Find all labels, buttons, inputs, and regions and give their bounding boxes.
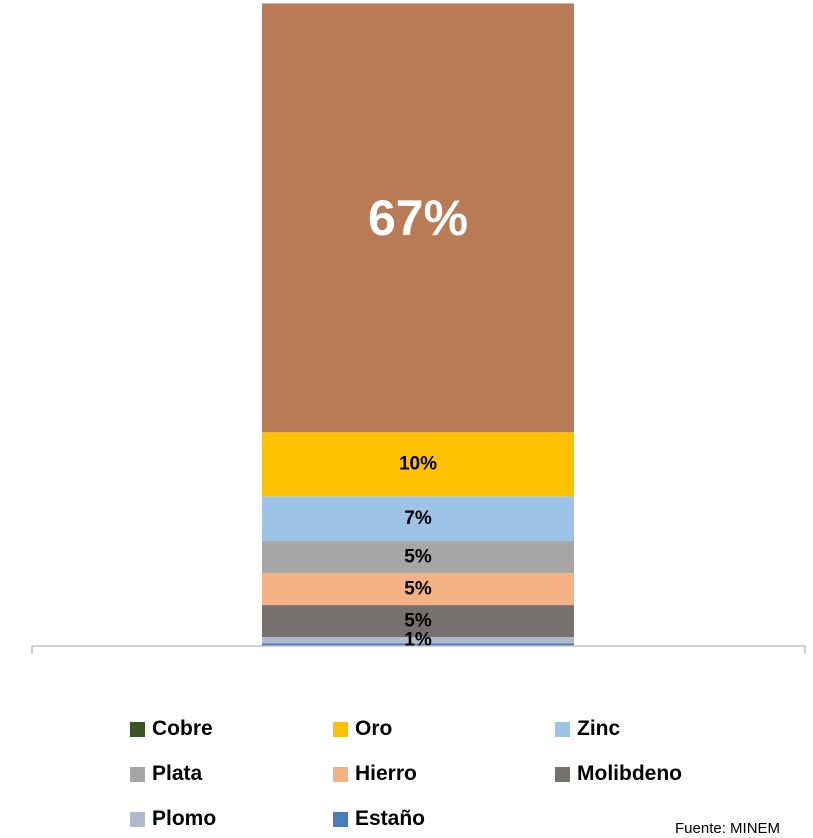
legend-swatch <box>333 766 348 782</box>
bar-segment-plata <box>262 541 574 574</box>
bar-segment-estaño <box>262 643 574 646</box>
data-label-molibdeno: 5% <box>404 611 432 632</box>
legend-item-oro: Oro <box>333 717 392 741</box>
legend-swatch <box>333 721 348 737</box>
data-label-zinc: 7% <box>404 508 432 529</box>
legend-swatch <box>333 811 348 827</box>
legend-label: Estaño <box>355 807 426 830</box>
legend-swatch <box>130 811 145 827</box>
data-label-cobre: 67% <box>368 190 468 246</box>
legend-label: Hierro <box>355 762 417 785</box>
bar-segment-cobre <box>262 3 574 433</box>
bar-segment-hierro <box>262 573 574 606</box>
legend-swatch <box>555 721 570 737</box>
bar-segments <box>262 3 574 646</box>
bar-segment-molibdeno <box>262 605 574 638</box>
legend-label: Zinc <box>577 717 621 740</box>
legend-label: Cobre <box>152 717 213 740</box>
data-label-plomo: 1% <box>404 630 432 651</box>
data-label-plata: 5% <box>404 547 432 568</box>
legend-label: Plomo <box>152 807 217 830</box>
source-note: Fuente: MINEM <box>675 820 781 837</box>
bar-segment-plomo <box>262 637 574 644</box>
legend-item-molibdeno: Molibdeno <box>555 762 682 786</box>
legend-swatch <box>130 766 145 782</box>
legend-item-zinc: Zinc <box>555 717 620 741</box>
legend-item-hierro: Hierro <box>333 762 417 786</box>
legend-label: Oro <box>355 717 393 740</box>
data-labels: 1%5%5%5%7%10%67% <box>368 190 468 651</box>
legend-label: Molibdeno <box>577 762 682 785</box>
bar-segment-oro <box>262 432 574 497</box>
legend-swatch <box>555 766 570 782</box>
legend-item-estaño: Estaño <box>333 807 425 831</box>
legend-label: Plata <box>152 762 203 785</box>
bar-segment-zinc <box>262 496 574 542</box>
legend-item-plata: Plata <box>130 762 202 786</box>
legend-swatch <box>130 721 145 737</box>
stacked-bar-chart: 1%5%5%5%7%10%67% <box>31 3 806 654</box>
legend-item-cobre: Cobre <box>130 717 213 741</box>
data-label-oro: 10% <box>399 454 437 475</box>
legend-item-plomo: Plomo <box>130 807 216 831</box>
data-label-hierro: 5% <box>404 579 432 600</box>
